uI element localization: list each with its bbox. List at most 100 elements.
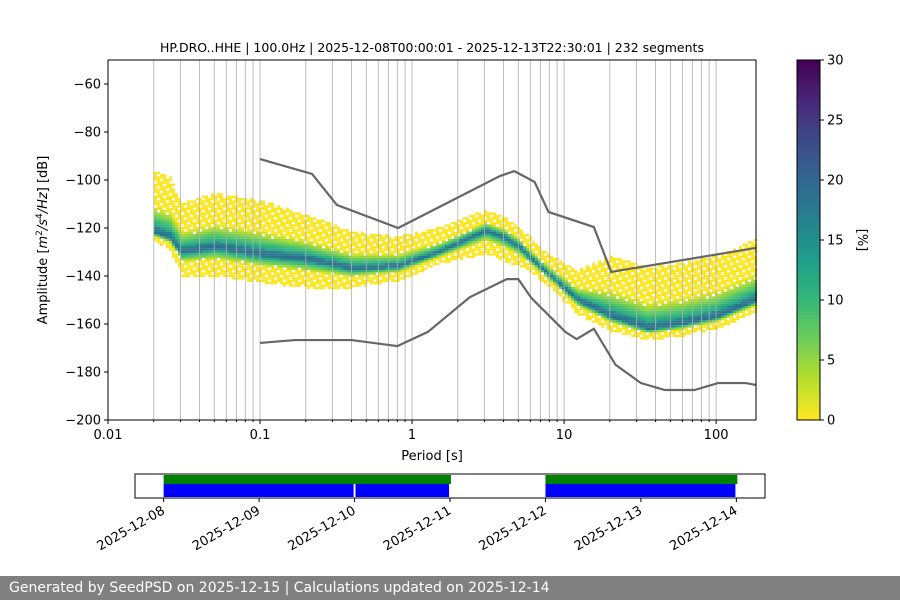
histogram-cell	[343, 229, 346, 232]
histogram-cell	[676, 265, 679, 268]
histogram-cell	[421, 260, 424, 263]
histogram-cell	[532, 272, 535, 275]
histogram-cell	[361, 262, 364, 266]
histogram-cell	[640, 284, 643, 287]
histogram-cell	[460, 238, 463, 242]
histogram-cell	[592, 310, 595, 314]
histogram-cell	[637, 267, 640, 270]
histogram-cell	[181, 262, 184, 266]
histogram-cell	[271, 258, 274, 261]
histogram-cell	[673, 272, 676, 275]
histogram-cell	[220, 229, 223, 232]
histogram-cell	[466, 246, 469, 249]
histogram-cell	[223, 202, 226, 206]
histogram-cell	[643, 284, 646, 287]
histogram-cell	[505, 224, 508, 227]
histogram-cell	[523, 236, 526, 239]
histogram-cell	[661, 327, 664, 330]
histogram-cell	[484, 243, 487, 246]
histogram-cell	[616, 258, 619, 261]
histogram-cell	[268, 274, 271, 278]
histogram-cell	[595, 265, 598, 268]
histogram-cell	[187, 274, 190, 278]
histogram-cell	[220, 250, 223, 254]
histogram-cell	[625, 260, 628, 263]
histogram-cell	[163, 186, 166, 189]
histogram-cell	[184, 255, 187, 258]
histogram-cell	[595, 313, 598, 316]
histogram-cell	[154, 238, 157, 242]
histogram-cell	[661, 274, 664, 278]
histogram-cell	[229, 198, 232, 201]
colorbar-segment	[797, 150, 820, 154]
histogram-cell	[586, 291, 589, 294]
histogram-cell	[523, 260, 526, 263]
histogram-cell	[418, 246, 421, 249]
histogram-cell	[547, 277, 550, 280]
histogram-cell	[445, 250, 448, 254]
histogram-cell	[496, 231, 499, 234]
histogram-cell	[607, 274, 610, 278]
histogram-cell	[385, 277, 388, 280]
histogram-cell	[409, 272, 412, 275]
histogram-cell	[751, 298, 754, 302]
histogram-cell	[367, 277, 370, 280]
histogram-cell	[559, 272, 562, 275]
histogram-cell	[472, 217, 475, 220]
histogram-cell	[184, 260, 187, 263]
histogram-cell	[286, 246, 289, 249]
histogram-cell	[430, 246, 433, 249]
histogram-cell	[328, 272, 331, 275]
histogram-cell	[751, 282, 754, 285]
histogram-cell	[289, 234, 292, 237]
histogram-cell	[667, 265, 670, 268]
histogram-cell	[394, 243, 397, 246]
histogram-cell	[733, 248, 736, 251]
histogram-cell	[571, 279, 574, 282]
histogram-cell	[676, 334, 679, 338]
histogram-cell	[292, 243, 295, 246]
histogram-cell	[703, 310, 706, 314]
histogram-cell	[208, 222, 211, 225]
histogram-cell	[277, 265, 280, 268]
histogram-cell	[337, 277, 340, 280]
histogram-cell	[601, 294, 604, 297]
histogram-cell	[364, 265, 367, 268]
histogram-cell	[325, 267, 328, 270]
histogram-cell	[172, 217, 175, 220]
histogram-cell	[610, 272, 613, 275]
histogram-cell	[289, 214, 292, 218]
histogram-cell	[709, 327, 712, 330]
histogram-cell	[541, 267, 544, 270]
histogram-cell	[361, 270, 364, 273]
histogram-cell	[169, 231, 172, 234]
histogram-cell	[268, 229, 271, 232]
histogram-cell	[670, 277, 673, 280]
histogram-cell	[325, 262, 328, 266]
histogram-cell	[487, 219, 490, 222]
histogram-cell	[337, 253, 340, 256]
histogram-cell	[262, 246, 265, 249]
histogram-cell	[289, 210, 292, 213]
footer-text: Generated by SeedPSD on 2025-12-15 | Cal…	[9, 580, 550, 596]
histogram-cell	[295, 248, 298, 251]
colorbar-segment	[797, 261, 820, 265]
histogram-cell	[670, 291, 673, 294]
histogram-cell	[667, 334, 670, 338]
histogram-cell	[370, 248, 373, 251]
histogram-cell	[340, 260, 343, 263]
histogram-cell	[751, 294, 754, 297]
colorbar-segment	[797, 213, 820, 217]
histogram-cell	[262, 279, 265, 282]
colorbar-segment	[797, 228, 820, 232]
histogram-cell	[217, 262, 220, 266]
histogram-cell	[190, 267, 193, 270]
histogram-cell	[703, 301, 706, 304]
histogram-cell	[637, 277, 640, 280]
histogram-cell	[268, 222, 271, 225]
histogram-cell	[601, 301, 604, 304]
histogram-cell	[736, 291, 739, 294]
histogram-cell	[619, 282, 622, 285]
colorbar-segment	[797, 324, 820, 328]
histogram-cell	[376, 267, 379, 270]
